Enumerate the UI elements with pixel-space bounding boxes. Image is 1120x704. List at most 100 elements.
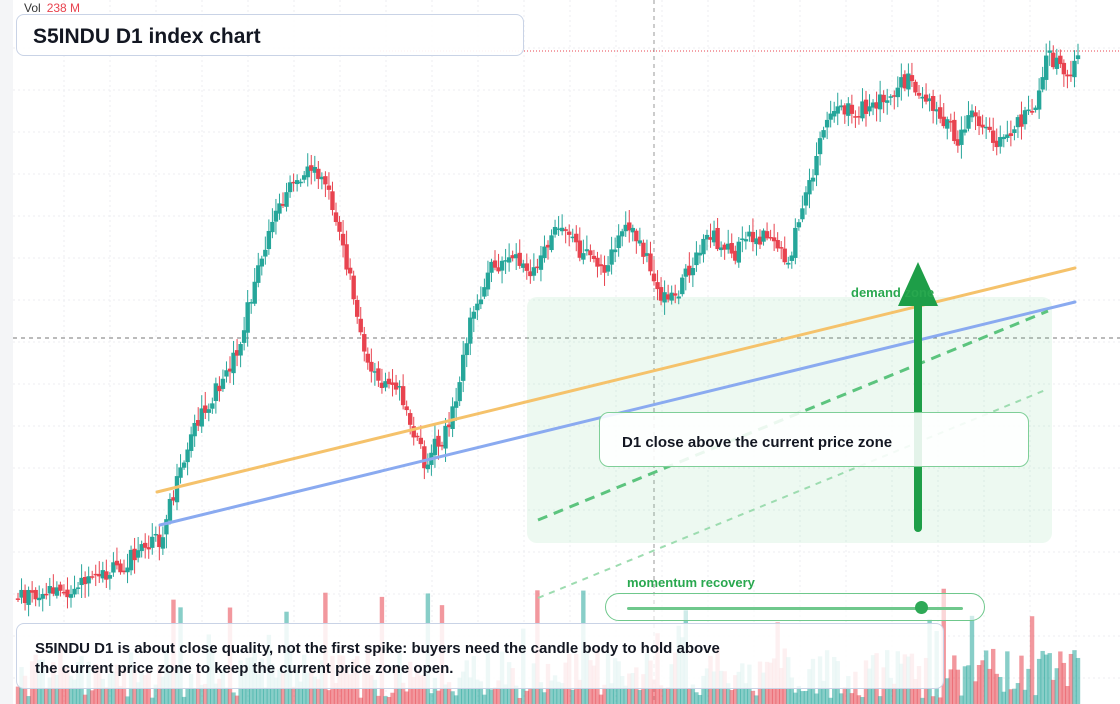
candle-body — [171, 497, 176, 501]
momentum-slider[interactable] — [605, 593, 985, 621]
volume-bar — [524, 690, 529, 704]
candle-body — [775, 240, 780, 249]
volume-bar — [224, 687, 229, 704]
candle-body — [206, 409, 211, 413]
momentum-knob[interactable] — [915, 601, 929, 614]
candle-body — [938, 107, 943, 119]
candle-body — [740, 238, 745, 241]
candle-body — [376, 368, 381, 381]
candlesticks — [15, 40, 1081, 617]
volume-readout: Vol 238 M — [24, 1, 80, 15]
candle-body — [948, 121, 953, 123]
volume-bar — [694, 692, 699, 704]
candle-body — [90, 576, 95, 578]
volume-bar — [800, 691, 805, 704]
volume-bar — [118, 685, 123, 704]
volume-value: 238 M — [46, 1, 81, 15]
candle-body — [1022, 110, 1028, 125]
candle-body — [100, 570, 105, 579]
volume-bar — [188, 674, 194, 704]
volume-bar — [750, 690, 756, 704]
volume-bar — [930, 696, 936, 704]
candle-body — [125, 567, 130, 573]
candle-body — [524, 263, 529, 271]
candle-body — [687, 265, 692, 276]
candle-body — [930, 95, 936, 111]
candle-body — [174, 476, 180, 503]
candle-body — [263, 249, 268, 257]
volume-bar — [955, 669, 961, 704]
volume-bar — [372, 679, 378, 704]
candle-body — [309, 165, 314, 171]
volume-bar — [231, 692, 236, 704]
candle-body — [164, 519, 169, 535]
candle-body — [906, 73, 911, 90]
candle-body — [542, 246, 547, 259]
candle-body — [203, 405, 208, 413]
candle-body — [33, 589, 38, 600]
candle-body — [828, 113, 833, 120]
candle-body — [397, 386, 402, 388]
candle-body — [584, 249, 590, 252]
candle-body — [856, 116, 862, 118]
candle-body — [588, 250, 593, 256]
demand-zone-label: demand zone — [851, 285, 935, 300]
volume-bar — [422, 675, 427, 704]
candle-body — [846, 103, 851, 116]
candle-body — [616, 235, 621, 249]
candle-body — [521, 263, 526, 268]
candle-body — [627, 222, 632, 231]
candle-body — [810, 177, 816, 182]
candle-body — [824, 119, 830, 128]
candle-body — [312, 166, 317, 173]
candle-body — [47, 586, 52, 594]
candle-body — [581, 253, 586, 260]
volume-bar — [976, 665, 982, 704]
candle-body — [673, 293, 678, 296]
candle-body — [955, 139, 961, 146]
volume-bar — [793, 692, 798, 704]
candle-body — [991, 130, 996, 143]
volume-bar — [1012, 688, 1017, 704]
candle-body — [485, 272, 491, 290]
volume-bar — [492, 687, 498, 704]
volume-bar — [404, 691, 409, 704]
candle-body — [499, 260, 505, 271]
volume-bar — [418, 675, 423, 704]
candle-body — [1001, 136, 1006, 140]
candle-body — [383, 381, 388, 388]
candle-body — [517, 252, 522, 266]
volume-bar — [828, 697, 833, 704]
volume-bar — [400, 682, 406, 704]
candle-body — [559, 227, 565, 232]
candle-body — [711, 230, 717, 243]
volume-bar — [980, 660, 985, 704]
volume-bar — [386, 696, 392, 704]
candle-body — [326, 185, 332, 190]
volume-bar — [842, 687, 847, 704]
volume-bar — [952, 655, 957, 704]
volume-bar — [814, 693, 819, 704]
candle-body — [690, 268, 696, 276]
volume-bar — [100, 678, 105, 704]
candle-body — [899, 77, 904, 88]
candle-body — [26, 589, 31, 605]
volume-bar — [68, 675, 74, 704]
volume-bar — [1051, 679, 1056, 704]
candle-body — [29, 590, 35, 593]
volume-bar — [256, 674, 261, 704]
candle-body — [902, 74, 908, 89]
candle-body — [867, 106, 872, 112]
candle-body — [1036, 90, 1042, 110]
candle-body — [962, 129, 968, 133]
candle-body — [736, 241, 741, 263]
candle-body — [1061, 62, 1067, 75]
candle-body — [574, 233, 579, 243]
candle-body — [609, 249, 614, 265]
candle-body — [920, 96, 925, 99]
volume-bar — [390, 692, 395, 704]
candle-body — [1072, 60, 1077, 78]
candle-body — [464, 343, 469, 356]
volume-bar — [552, 675, 558, 704]
candle-body — [157, 534, 162, 548]
